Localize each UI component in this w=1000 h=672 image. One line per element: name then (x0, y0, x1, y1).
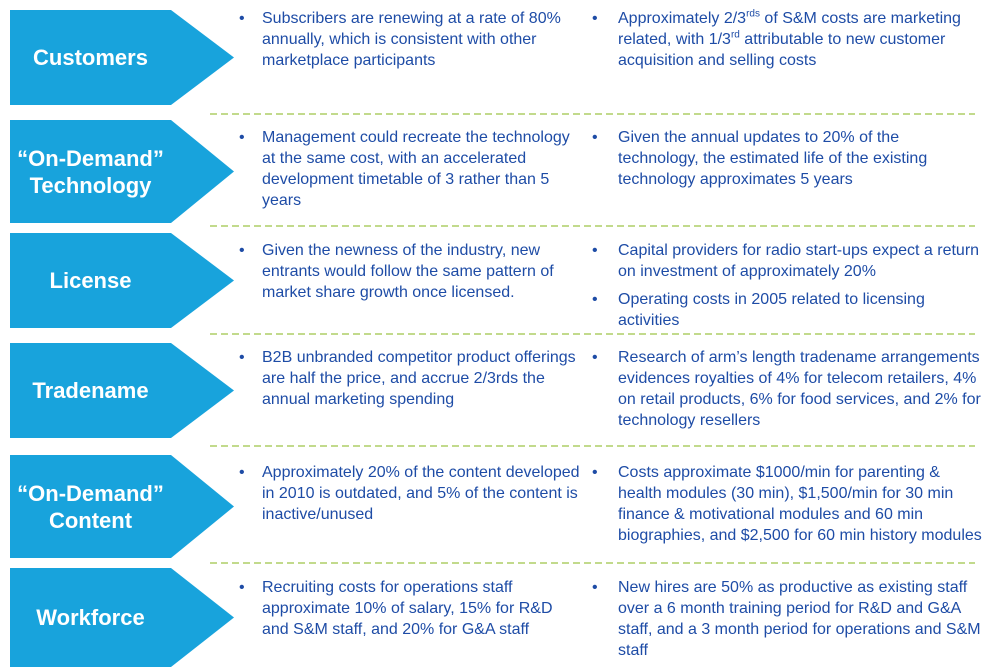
dashed-separator (210, 562, 975, 564)
on-demand-content-arrow-shape: “On-Demand” Content (10, 455, 234, 558)
bullet-icon: • (239, 10, 245, 27)
row-label: Customers (33, 45, 148, 70)
bullet-item: • Subscribers are renewing at a rate of 8… (235, 8, 580, 71)
bullet-item: • Costs approximate $1000/min for parenti… (588, 462, 982, 546)
bullet-icon: • (592, 129, 598, 146)
workforce-left-bullets: • Recruiting costs for operations staff a… (235, 577, 580, 640)
license-right-bullets: • Capital providers for radio start-ups e… (588, 240, 982, 331)
on-demand-technology-arrow-shape: “On-Demand” Technology (10, 120, 234, 223)
bullet-icon: • (239, 349, 245, 366)
customers-right-bullets: • Approximately 2/3rds of S&M costs are m… (588, 8, 982, 71)
customers-arrow-shape: Customers (10, 10, 234, 105)
customers-left-bullets: • Subscribers are renewing at a rate of 8… (235, 8, 580, 71)
bullet-icon: • (592, 10, 598, 27)
bullet-text: Subscribers are renewing at a rate of 80… (262, 10, 561, 69)
tradename-right-bullets: • Research of arm’s length tradename arra… (588, 347, 982, 431)
bullet-item: • Given the newness of the industry, new … (235, 240, 580, 303)
bullet-item: • Given the annual updates to 20% of the … (588, 127, 982, 190)
bullet-item: • New hires are 50% as productive as exis… (588, 577, 982, 661)
on-demand-content-right-bullets: • Costs approximate $1000/min for parenti… (588, 462, 982, 546)
bullet-text: Operating costs in 2005 related to licen… (618, 291, 925, 329)
row-label: Tradename (32, 378, 149, 403)
row-label: Workforce (36, 605, 145, 630)
bullet-text: Approximately 2/3rds of S&M costs are ma… (618, 8, 961, 69)
row-label: “On-Demand” Content (17, 480, 164, 533)
row-on-demand-technology: “On-Demand” Technology • Management could… (0, 114, 1000, 227)
bullet-item: • Approximately 20% of the content develo… (235, 462, 580, 525)
bullet-item: • Management could recreate the technolog… (235, 127, 580, 211)
tradename-arrow-shape: Tradename (10, 343, 234, 438)
dashed-separator (210, 445, 975, 447)
row-on-demand-content: “On-Demand” Content • Approximately 20% o… (0, 446, 1000, 564)
bullet-text: Given the newness of the industry, new e… (262, 242, 554, 301)
bullet-item: • Capital providers for radio start-ups e… (588, 240, 982, 282)
tradename-left-bullets: • B2B unbranded competitor product offeri… (235, 347, 580, 410)
row-license: License • Given the newness of the indust… (0, 226, 1000, 335)
bullet-text: Management could recreate the technology… (262, 129, 570, 209)
row-tradename: Tradename • B2B unbranded competitor prod… (0, 334, 1000, 447)
workforce-arrow-shape: Workforce (10, 568, 234, 667)
bullet-text: Research of arm’s length tradename arran… (618, 349, 981, 429)
bullet-item: • Approximately 2/3rds of S&M costs are m… (588, 8, 982, 71)
bullet-icon: • (592, 242, 598, 259)
bullet-text: New hires are 50% as productive as exist… (618, 579, 981, 659)
row-label: “On-Demand” Technology (17, 145, 164, 198)
license-arrow-shape: License (10, 233, 234, 328)
bullet-icon: • (592, 464, 598, 481)
bullet-icon: • (239, 242, 245, 259)
on-demand-technology-right-bullets: • Given the annual updates to 20% of the … (588, 127, 982, 190)
bullet-item: • Operating costs in 2005 related to lice… (588, 289, 982, 331)
bullet-text: Given the annual updates to 20% of the t… (618, 129, 928, 188)
bullet-icon: • (239, 464, 245, 481)
bullet-icon: • (239, 579, 245, 596)
bullet-item: • Recruiting costs for operations staff a… (235, 577, 580, 640)
on-demand-content-left-bullets: • Approximately 20% of the content develo… (235, 462, 580, 525)
row-customers: Customers • Subscribers are renewing at a… (0, 0, 1000, 115)
bullet-item: • Research of arm’s length tradename arra… (588, 347, 982, 431)
bullet-text: Recruiting costs for operations staff ap… (262, 579, 553, 638)
license-left-bullets: • Given the newness of the industry, new … (235, 240, 580, 303)
dashed-separator (210, 225, 975, 227)
dashed-separator (210, 113, 975, 115)
dashed-separator (210, 333, 975, 335)
bullet-text: Capital providers for radio start-ups ex… (618, 242, 980, 280)
bullet-icon: • (239, 129, 245, 146)
bullet-icon: • (592, 579, 598, 596)
row-workforce: Workforce • Recruiting costs for operatio… (0, 563, 1000, 672)
row-label: License (49, 268, 132, 293)
bullet-icon: • (592, 291, 598, 308)
bullet-item: • B2B unbranded competitor product offeri… (235, 347, 580, 410)
bullet-text: B2B unbranded competitor product offerin… (262, 349, 576, 408)
bullet-icon: • (592, 349, 598, 366)
bullet-text: Costs approximate $1000/min for parentin… (618, 464, 982, 544)
workforce-right-bullets: • New hires are 50% as productive as exis… (588, 577, 982, 661)
bullet-text: Approximately 20% of the content develop… (262, 464, 580, 523)
on-demand-technology-left-bullets: • Management could recreate the technolog… (235, 127, 580, 211)
